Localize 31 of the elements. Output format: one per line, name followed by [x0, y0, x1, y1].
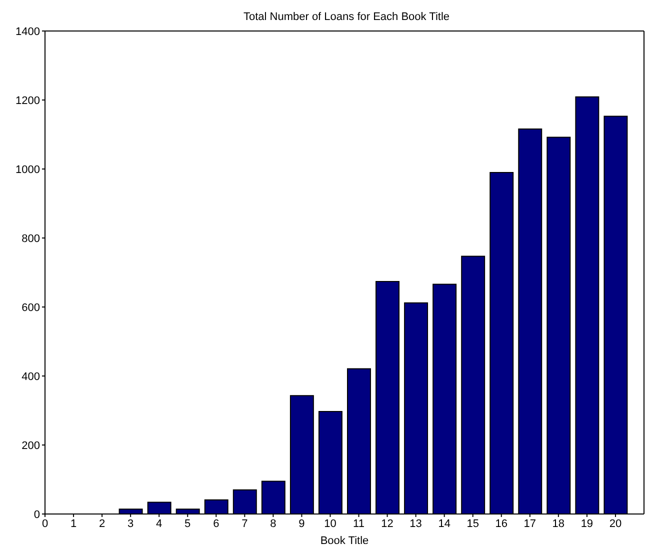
x-tick-label: 16 — [495, 518, 508, 530]
x-tick-label: 6 — [213, 518, 220, 530]
y-tick-label: 400 — [22, 370, 40, 383]
x-tick-label: 17 — [524, 518, 536, 530]
x-tick-label: 3 — [128, 518, 134, 530]
x-tick-label: 7 — [242, 518, 248, 530]
x-tick-label: 14 — [438, 518, 450, 530]
y-tick-label: 1400 — [16, 26, 40, 38]
y-tick-label: 1000 — [16, 164, 40, 176]
x-tick-label: 12 — [381, 518, 394, 530]
x-tick-label: 8 — [270, 518, 276, 530]
x-tick-label: 4 — [156, 518, 162, 530]
x-axis-title: Book Title — [320, 535, 369, 547]
x-tick-label: 18 — [552, 518, 565, 530]
chart-title: Total Number of Loans for Each Book Title — [243, 11, 450, 23]
y-tick-label: 800 — [22, 232, 40, 245]
x-tick-label: 9 — [298, 518, 305, 530]
x-tick-label: 19 — [580, 518, 594, 530]
x-tick-label: 20 — [609, 518, 622, 530]
y-tick-label: 600 — [22, 302, 40, 314]
x-tick-label: 0 — [42, 518, 48, 530]
y-tick-label: 0 — [34, 508, 40, 521]
y-tick-label: 1200 — [16, 94, 40, 107]
x-tick-label: 11 — [353, 518, 364, 530]
x-tick-label: 15 — [466, 518, 479, 530]
x-tick-label: 13 — [410, 518, 422, 530]
x-tick-label: 2 — [98, 518, 106, 530]
x-tick-label: 10 — [324, 518, 336, 530]
y-tick-label: 200 — [22, 440, 40, 452]
x-tick-label: 5 — [184, 518, 191, 530]
x-tick-label: 1 — [70, 518, 77, 530]
